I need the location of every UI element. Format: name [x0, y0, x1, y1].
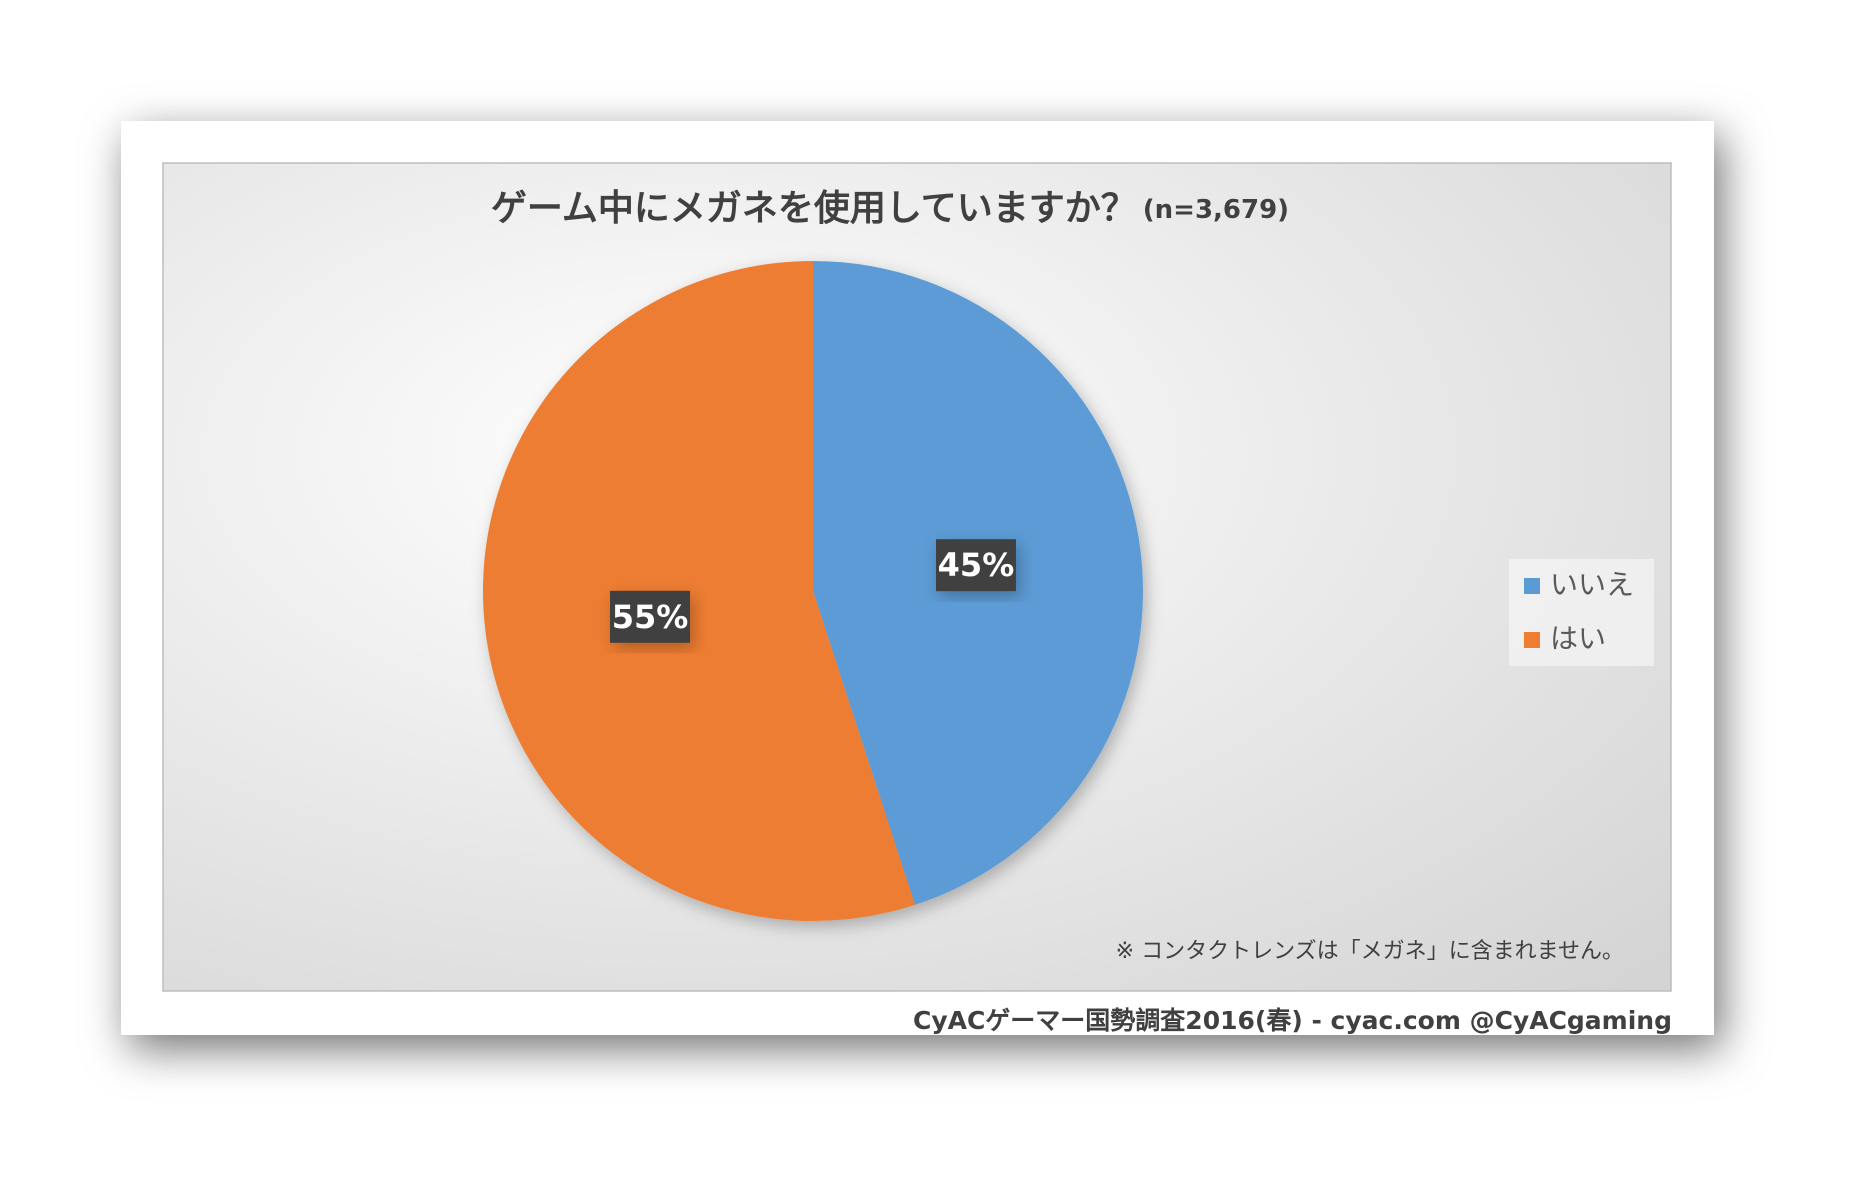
data-label: 55% — [612, 598, 689, 636]
legend-swatch — [1524, 632, 1540, 648]
chart-title: ゲーム中にメガネを使用していますか？ (n=3,679) — [491, 188, 1289, 229]
pie-slice — [482, 261, 915, 921]
data-label-box — [935, 539, 1016, 592]
source: CyACゲーマー国勢調査2016(春) - cyac.com @CyACgami… — [913, 1006, 1672, 1035]
legend — [1509, 559, 1654, 666]
annotation: ※ コンタクトレンズは「メガネ」に含まれません。 — [1116, 939, 1624, 964]
legend-label: はい — [1550, 622, 1606, 655]
data-label: 45% — [938, 546, 1015, 584]
subtitle: (n=3,679) — [1143, 195, 1289, 225]
title: ゲーム中にメガネを使用していますか？ — [491, 188, 1137, 229]
data-label-box — [610, 590, 691, 643]
pie — [482, 261, 1143, 921]
legend-swatch — [1524, 578, 1540, 594]
legend-label: いいえ — [1550, 568, 1634, 601]
